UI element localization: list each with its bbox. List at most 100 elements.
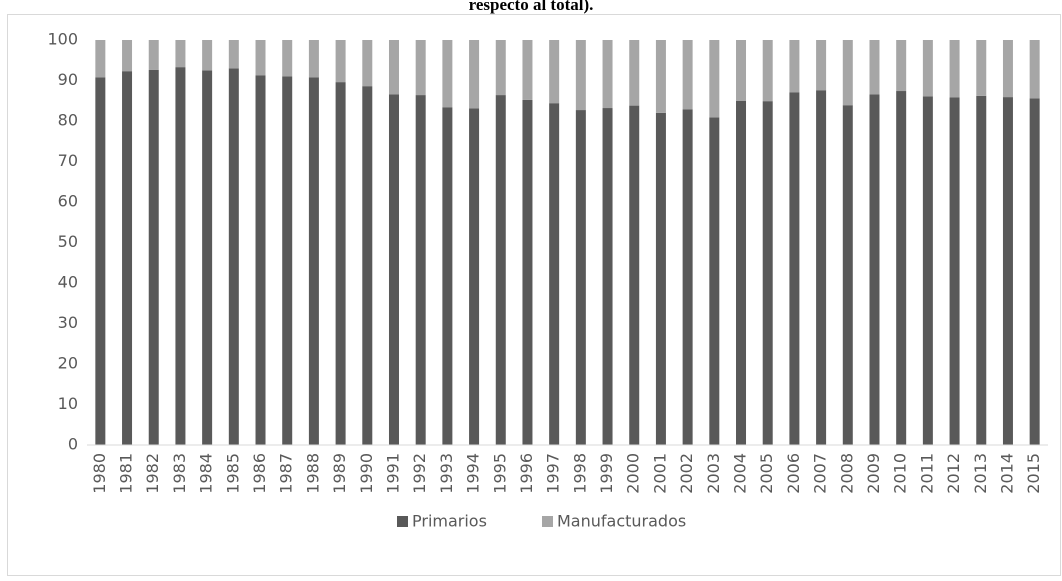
bar-segment: [228, 68, 239, 445]
bar-segment: [842, 105, 853, 445]
x-tick-label: 1993: [437, 453, 456, 494]
bar-segment: [736, 40, 747, 101]
chart-border: [7, 14, 1061, 576]
x-tick-label: 1990: [357, 453, 376, 494]
bar-segment: [388, 94, 399, 446]
bar-segment: [976, 95, 987, 445]
bar-segment: [816, 90, 827, 445]
bar-segment: [869, 94, 880, 446]
bar-segment: [95, 77, 106, 445]
x-tick-label: 2003: [704, 453, 723, 494]
y-tick-label: 50: [58, 232, 78, 251]
bar-segment: [1002, 97, 1013, 445]
x-tick-label: 2001: [650, 453, 669, 494]
bar-segment: [308, 40, 319, 78]
y-tick-label: 60: [58, 192, 78, 211]
x-tick-label: 2005: [757, 453, 776, 494]
bar-segment: [122, 71, 133, 445]
bar-segment: [469, 108, 480, 445]
bar-segment: [549, 40, 560, 104]
x-tick-label: 1983: [170, 453, 189, 494]
bar-segment: [255, 40, 266, 76]
bar-segment: [175, 67, 186, 445]
bar-segment: [335, 40, 346, 83]
y-tick-label: 30: [58, 313, 78, 332]
bar-segment: [388, 40, 399, 95]
x-tick-label: 1997: [544, 453, 563, 494]
bar-segment: [922, 40, 933, 97]
bar-segment: [655, 40, 666, 113]
bar-segment: [495, 40, 506, 96]
y-tick-label: 40: [58, 273, 78, 292]
bar-segment: [602, 40, 613, 109]
x-tick-label: 2012: [944, 453, 963, 494]
bar-segment: [789, 40, 800, 93]
legend-label: Manufacturados: [557, 512, 686, 531]
bar-segment: [682, 109, 693, 445]
bar-segment: [362, 40, 373, 87]
x-tick-label: 2000: [624, 453, 643, 494]
bar-segment: [282, 40, 293, 77]
bar-segment: [736, 100, 747, 445]
x-tick-label: 1991: [383, 453, 402, 494]
legend-swatch: [397, 516, 408, 527]
x-tick-label: 1994: [464, 453, 483, 494]
x-tick-label: 1989: [330, 453, 349, 494]
bar-segment: [495, 95, 506, 445]
bar-segment: [228, 40, 239, 69]
bar-segment: [655, 112, 666, 446]
bar-segment: [602, 108, 613, 445]
y-tick-label: 20: [58, 354, 78, 373]
x-tick-label: 2015: [1024, 453, 1043, 494]
bar-segment: [949, 97, 960, 445]
bar-segment: [762, 40, 773, 102]
bar-segment: [95, 40, 106, 78]
bar-segment: [629, 105, 640, 446]
bar-segment: [789, 92, 800, 446]
bar-segment: [682, 40, 693, 110]
x-tick-label: 1999: [597, 453, 616, 494]
bar-segment: [575, 110, 586, 445]
bar-segment: [255, 75, 266, 446]
bar-segment: [816, 40, 827, 91]
legend-swatch: [542, 516, 553, 527]
bar-segment: [949, 40, 960, 98]
chart-title: respecto al total).: [469, 0, 594, 14]
x-tick-label: 1984: [197, 453, 216, 494]
x-tick-label: 1996: [517, 453, 536, 494]
x-tick-label: 1980: [90, 453, 109, 494]
y-tick-label: 80: [58, 111, 78, 130]
y-tick-label: 90: [58, 70, 78, 89]
bar-segment: [522, 99, 533, 445]
x-tick-label: 2013: [971, 453, 990, 494]
x-tick-label: 1995: [490, 453, 509, 494]
bar-segment: [362, 86, 373, 446]
bar-segment: [335, 82, 346, 446]
x-tick-label: 1986: [250, 453, 269, 494]
bar-segment: [442, 107, 453, 445]
x-tick-label: 2010: [891, 453, 910, 494]
legend-label: Primarios: [412, 512, 487, 531]
bar-segment: [1029, 40, 1040, 99]
x-tick-label: 1985: [223, 453, 242, 494]
y-tick-label: 10: [58, 394, 78, 413]
x-tick-label: 1998: [570, 453, 589, 494]
bar-segment: [522, 40, 533, 100]
bar-segment: [629, 40, 640, 106]
x-tick-label: 1981: [117, 453, 136, 494]
x-tick-label: 2007: [811, 453, 830, 494]
bar-segment: [148, 69, 159, 445]
bar-segment: [709, 117, 720, 445]
x-tick-label: 1992: [410, 453, 429, 494]
bar-segment: [575, 40, 586, 111]
bar-segment: [896, 40, 907, 92]
bar-segment: [1002, 40, 1013, 98]
x-tick-label: 2014: [997, 453, 1016, 494]
y-tick-label: 70: [58, 151, 78, 170]
bar-segment: [202, 40, 213, 71]
bar-segment: [709, 40, 720, 118]
bar-segment: [922, 96, 933, 446]
x-tick-label: 2006: [784, 453, 803, 494]
bar-segment: [869, 40, 880, 95]
